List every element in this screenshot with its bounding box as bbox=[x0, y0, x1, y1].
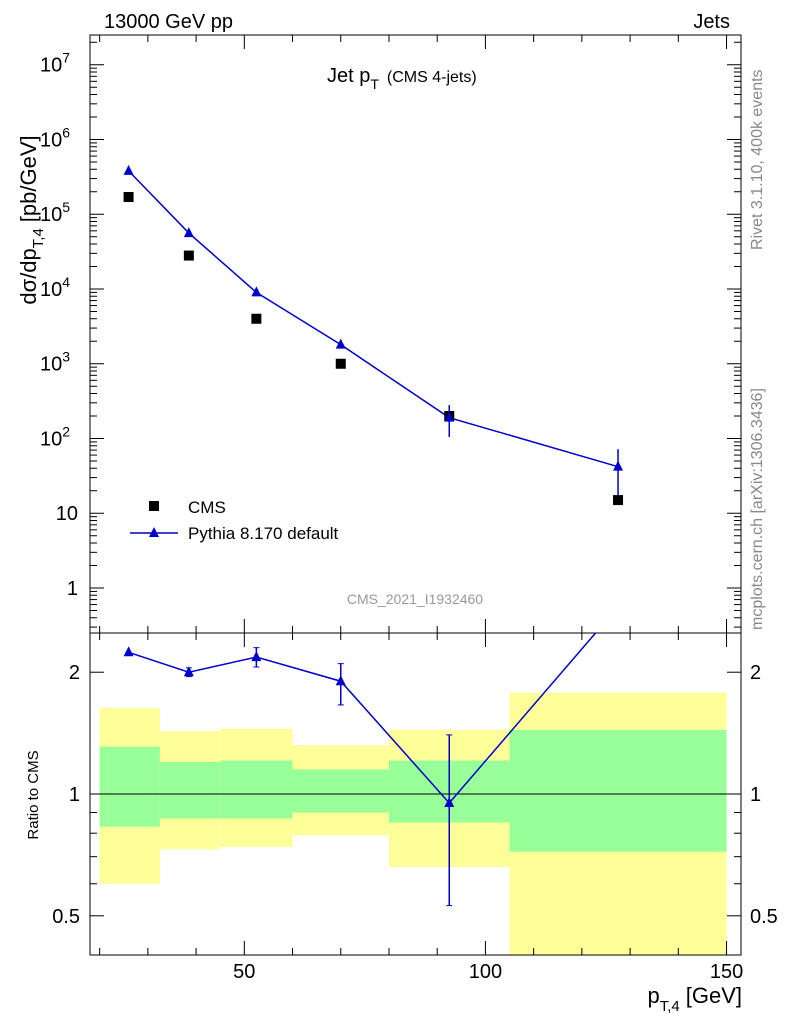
legend-cms-label: CMS bbox=[188, 498, 226, 517]
main-y-axis-label: dσ/dpT,4[pb/GeV] bbox=[16, 135, 47, 304]
pythia-point bbox=[444, 411, 455, 422]
x-tick-label: 50 bbox=[233, 961, 255, 983]
energy-label: 13000 GeV pp bbox=[104, 11, 233, 33]
y-tick-label: 102 bbox=[40, 423, 70, 450]
cms-point bbox=[183, 250, 194, 261]
ratio-point bbox=[183, 666, 194, 677]
x-ticks: 50 100 150 bbox=[99, 35, 743, 983]
y-tick-label: 105 bbox=[40, 199, 70, 226]
x-axis-label: pT,4 [GeV] bbox=[647, 983, 742, 1015]
pythia-line bbox=[128, 170, 619, 468]
main-y-ticks: 1 10 102 103 104 105 106 107 bbox=[40, 41, 741, 628]
y-tick-label: 103 bbox=[40, 349, 70, 376]
ratio-uncertainty-bands bbox=[99, 692, 727, 955]
ratio-tick-label-left: 1 bbox=[69, 784, 80, 806]
cms-point bbox=[123, 192, 134, 203]
ratio-tick-label-left: 2 bbox=[69, 662, 80, 684]
rivet-label: Rivet 3.1.10, 400k events bbox=[749, 69, 766, 250]
ratio-point bbox=[335, 675, 346, 686]
legend-pythia-label: Pythia 8.170 default bbox=[188, 524, 339, 543]
y-tick-label: 107 bbox=[40, 50, 70, 77]
band-green bbox=[292, 769, 389, 813]
band-green bbox=[99, 746, 160, 827]
ratio-tick-label-right: 1 bbox=[750, 784, 761, 806]
pythia-point bbox=[183, 227, 194, 238]
ratio-panel-data bbox=[123, 601, 623, 907]
y-tick-label: 104 bbox=[40, 274, 70, 301]
pythia-point bbox=[123, 164, 134, 175]
ratio-tick-label-right: 2 bbox=[750, 662, 761, 684]
y-tick-label: 10 bbox=[56, 503, 78, 525]
main-panel-frame bbox=[89, 34, 742, 634]
pythia-point bbox=[613, 460, 624, 471]
cms-point bbox=[613, 495, 624, 506]
ratio-point bbox=[613, 601, 623, 611]
pythia-point bbox=[335, 338, 346, 349]
ratio-point bbox=[251, 651, 262, 662]
y-tick-label: 106 bbox=[40, 124, 70, 151]
band-green bbox=[159, 761, 221, 819]
main-panel-data bbox=[123, 164, 624, 506]
ratio-tick-label-left: 0.5 bbox=[52, 906, 80, 928]
legend-cms-marker bbox=[149, 501, 159, 511]
y-tick-label: 1 bbox=[67, 578, 78, 600]
band-green bbox=[509, 729, 727, 852]
plot-title: Jet pT (CMS 4-jets) bbox=[327, 65, 477, 92]
ratio-point bbox=[123, 646, 134, 657]
category-label: Jets bbox=[693, 11, 730, 33]
x-tick-label: 150 bbox=[710, 961, 743, 983]
legend: CMS Pythia 8.170 default bbox=[130, 498, 339, 543]
pythia-point bbox=[251, 286, 262, 297]
band-green bbox=[220, 760, 293, 819]
x-tick-label: 100 bbox=[469, 961, 502, 983]
analysis-watermark: CMS_2021_I1932460 bbox=[347, 591, 483, 607]
cms-point bbox=[251, 313, 262, 324]
legend-pythia-marker bbox=[149, 527, 159, 537]
ratio-line bbox=[128, 633, 597, 805]
mcplots-label: mcplots.cern.ch [arXiv:1306.3436] bbox=[749, 388, 766, 630]
cms-point bbox=[335, 358, 346, 369]
ratio-y-ticks: 0.5 0.5 1 1 2 2 bbox=[52, 662, 778, 928]
ratio-point bbox=[444, 797, 455, 808]
ratio-tick-label-right: 0.5 bbox=[750, 906, 778, 928]
ratio-y-axis-label: Ratio to CMS bbox=[25, 750, 42, 839]
